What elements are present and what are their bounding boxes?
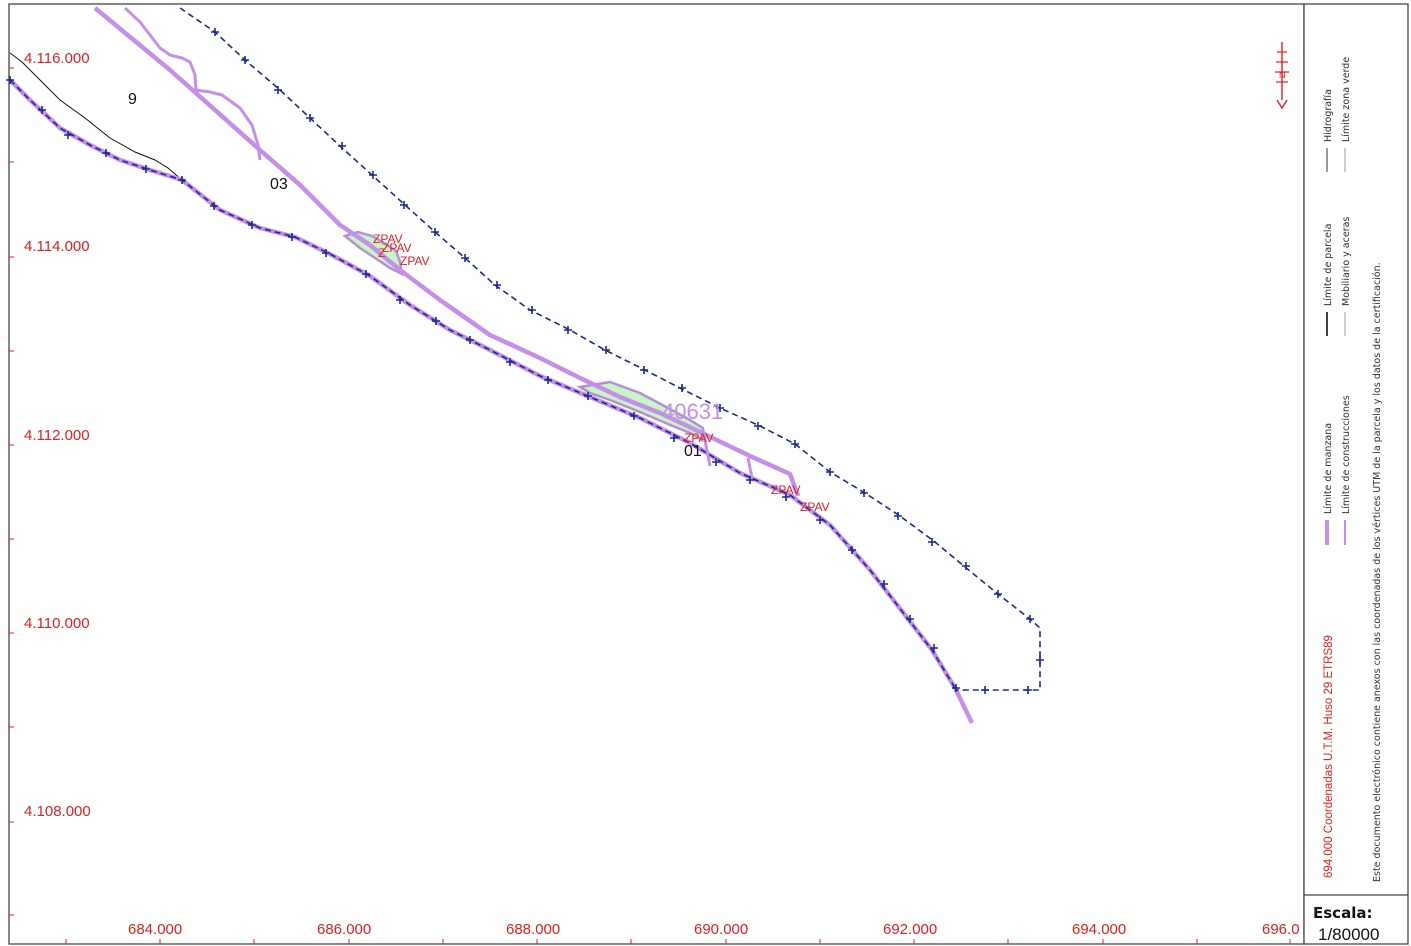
x-label-692000: 692.000 [883, 921, 937, 938]
zpav-label-2: ZPAV [382, 241, 412, 255]
legend-label-parcela: Límite de parcela [1323, 224, 1334, 306]
x-label-696000: 696.0 [1262, 921, 1300, 938]
scale-title: Escala: [1313, 904, 1372, 922]
map-frame [8, 3, 1305, 945]
legend: Límite de manzana Límite de construccion… [1323, 57, 1383, 882]
zpav-label-3: ZPAV [400, 254, 430, 268]
north-arrow-icon: N [1275, 42, 1289, 110]
zone-label-9: 9 [128, 91, 137, 108]
zone-label-03: 03 [270, 176, 288, 193]
building-boundary [701, 429, 754, 479]
x-label-686000: 686.000 [317, 921, 371, 938]
scale-value: 1/80000 [1318, 925, 1379, 944]
x-label-694000: 694.000 [1072, 921, 1126, 938]
zpav-label-1: ZPAV [373, 232, 403, 246]
x-label-690000: 690.000 [694, 921, 748, 938]
north-letter: N [1279, 70, 1286, 80]
legend-label-manzana: Límite de manzana [1323, 423, 1334, 514]
hydrography-line [9, 52, 183, 181]
zpav-label-4: ZPAV [684, 431, 714, 445]
x-label-684000: 684.000 [128, 921, 182, 938]
zpav-label-5: ZPAV [771, 483, 801, 497]
green-zone-1 [342, 230, 404, 277]
y-label-4110000: 4.110.000 [24, 615, 90, 632]
certification-note: Este documento electrónico contiene anex… [1372, 262, 1383, 882]
legend-frame [1303, 3, 1409, 945]
legend-label-mobiliario: Mobiliario y aceras [1341, 217, 1352, 306]
zpav-label-partial: Z [378, 246, 385, 260]
legend-label-construcciones: Límite de construcciones [1341, 395, 1352, 514]
legend-label-zona-verde: Límite zona verde [1341, 57, 1352, 142]
legend-label-hidrografia: Hidrografía [1323, 89, 1334, 142]
x-axis-ticks [65, 939, 1291, 944]
green-zone-2 [576, 380, 705, 443]
x-label-688000: 688.000 [506, 921, 560, 938]
y-label-4116000: 4.116.000 [24, 50, 90, 67]
y-label-4108000: 4.108.000 [24, 803, 91, 820]
y-label-4114000: 4.114.000 [24, 238, 90, 255]
vertex-markers [6, 28, 1044, 694]
coordinate-system-note: 694.000 Coordenadas U.T.M. Huso 29 ETRS8… [1323, 635, 1335, 878]
y-axis-ticks [9, 67, 14, 916]
zone-label-01: 01 [684, 443, 702, 460]
block-boundary-upper [123, 6, 262, 161]
y-label-4112000: 4.112.000 [24, 427, 90, 444]
parcel-id-label: 40631 [662, 399, 723, 424]
zpav-label-6: ZPAV [800, 500, 830, 514]
block-boundary-main [93, 6, 801, 497]
